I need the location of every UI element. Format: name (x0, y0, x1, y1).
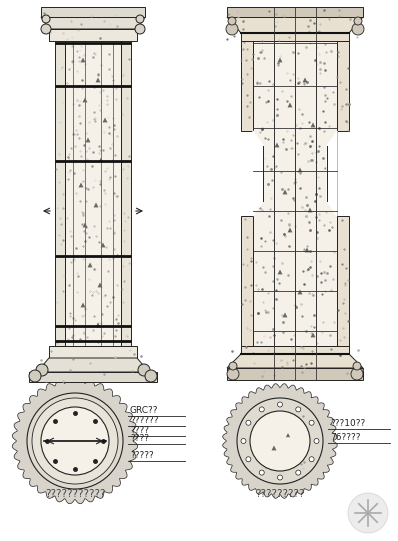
Text: ????: ???? (130, 434, 149, 443)
Circle shape (27, 393, 123, 489)
Circle shape (32, 398, 118, 484)
Circle shape (135, 24, 145, 34)
Bar (49, 29, 137, 41)
Bar (253, 41, 337, 346)
Circle shape (226, 23, 238, 35)
Circle shape (353, 362, 361, 370)
Polygon shape (283, 313, 287, 318)
Text: ??????: ?????? (130, 416, 158, 425)
Text: ???????????: ??????????? (45, 489, 105, 499)
Polygon shape (88, 262, 92, 267)
Polygon shape (283, 189, 287, 194)
Polygon shape (271, 445, 277, 451)
Text: ???10??: ???10?? (330, 419, 365, 428)
Polygon shape (80, 57, 86, 62)
Bar (241, 346, 349, 354)
Circle shape (228, 17, 236, 25)
Circle shape (227, 368, 239, 380)
Bar (241, 216, 253, 346)
Circle shape (36, 364, 48, 376)
Circle shape (277, 475, 283, 480)
Text: ????: ???? (130, 426, 149, 435)
Circle shape (259, 407, 264, 412)
Polygon shape (96, 77, 100, 82)
Circle shape (41, 24, 51, 34)
Polygon shape (82, 222, 88, 227)
Bar (49, 346, 137, 358)
Polygon shape (253, 131, 263, 216)
Bar (241, 33, 349, 41)
Polygon shape (78, 448, 82, 452)
Circle shape (259, 470, 264, 475)
Polygon shape (80, 302, 86, 307)
Polygon shape (298, 289, 302, 294)
Circle shape (309, 420, 314, 425)
Polygon shape (304, 247, 310, 253)
Polygon shape (94, 202, 98, 207)
Bar (337, 41, 349, 131)
Polygon shape (227, 354, 363, 368)
Circle shape (42, 15, 50, 23)
Bar (227, 368, 363, 380)
Bar (41, 7, 145, 17)
Polygon shape (37, 358, 149, 372)
Polygon shape (310, 333, 316, 338)
Polygon shape (222, 384, 337, 498)
Circle shape (237, 398, 323, 484)
Polygon shape (286, 433, 290, 437)
Polygon shape (12, 378, 138, 504)
Circle shape (136, 15, 144, 23)
Circle shape (246, 457, 251, 462)
Circle shape (351, 368, 363, 380)
Circle shape (348, 493, 388, 533)
Circle shape (277, 402, 283, 407)
Polygon shape (287, 102, 293, 108)
Circle shape (145, 370, 157, 382)
Circle shape (250, 411, 310, 471)
Polygon shape (101, 242, 105, 247)
Polygon shape (275, 142, 279, 147)
Circle shape (296, 470, 301, 475)
Polygon shape (86, 137, 90, 142)
Circle shape (241, 439, 246, 444)
Polygon shape (302, 77, 307, 82)
Bar (29, 372, 157, 382)
Polygon shape (64, 430, 69, 434)
Circle shape (314, 439, 319, 444)
Circle shape (246, 420, 251, 425)
Bar (227, 7, 363, 17)
Bar (121, 41, 131, 346)
Polygon shape (227, 17, 363, 33)
Circle shape (354, 17, 362, 25)
Bar (55, 41, 65, 346)
Circle shape (309, 457, 314, 462)
Polygon shape (287, 228, 293, 233)
Circle shape (296, 407, 301, 412)
Bar (337, 216, 349, 346)
Bar (241, 41, 253, 131)
Polygon shape (308, 208, 312, 213)
Polygon shape (98, 282, 102, 287)
Text: ?????????: ????????? (255, 489, 305, 499)
Text: 76????: 76???? (330, 433, 361, 442)
Polygon shape (298, 168, 302, 173)
Polygon shape (99, 157, 103, 162)
Polygon shape (78, 182, 84, 187)
Polygon shape (277, 269, 283, 274)
Circle shape (29, 370, 41, 382)
Polygon shape (310, 122, 316, 127)
Circle shape (41, 407, 109, 475)
Circle shape (352, 23, 364, 35)
Polygon shape (41, 17, 145, 29)
Bar (65, 41, 121, 346)
Polygon shape (96, 322, 100, 327)
Text: ?????: ????? (130, 451, 154, 460)
Text: GRC??: GRC?? (130, 406, 158, 415)
Polygon shape (82, 97, 88, 102)
Circle shape (138, 364, 150, 376)
Polygon shape (103, 117, 107, 122)
Circle shape (229, 362, 237, 370)
Polygon shape (277, 57, 283, 62)
Polygon shape (327, 131, 337, 216)
